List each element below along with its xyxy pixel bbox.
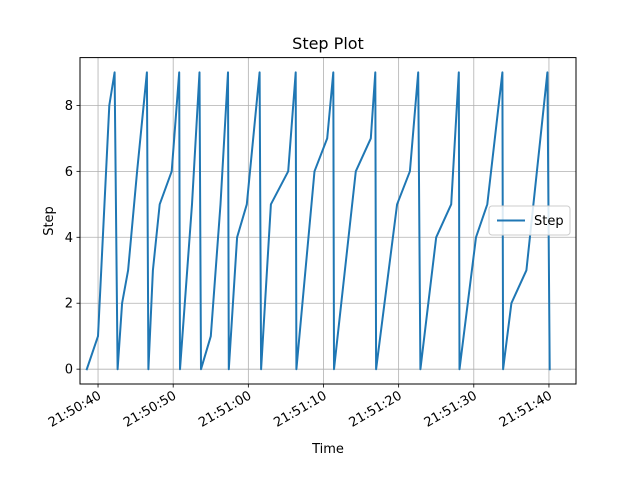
grid-lines [80,57,576,384]
y-axis-ticks: 0 2 4 6 8 [65,99,80,378]
legend: Step [488,205,571,236]
x-tick-label: 21:51:10 [271,388,329,430]
plot-area-frame [79,57,577,385]
y-tick-label: 0 [65,363,73,378]
legend-frame [488,205,571,236]
y-axis-label: Step [42,206,57,236]
x-tick-label: 21:51:20 [347,388,405,430]
x-tick-label: 21:51:00 [196,388,254,430]
x-tick-label: 21:50:40 [46,388,104,430]
x-tick-label: 21:50:50 [121,388,179,430]
y-tick-label: 8 [65,99,73,114]
series-line-step [85,71,551,371]
chart-title: Step Plot [292,34,364,53]
x-tick-label: 21:51:40 [497,388,555,430]
y-tick-label: 6 [65,165,73,180]
y-tick-label: 4 [65,231,73,246]
x-axis-label: Time [311,442,344,457]
y-tick-label: 2 [65,297,73,312]
x-tick-label: 21:51:30 [422,388,480,430]
series-layer [85,71,551,371]
x-axis-ticks: 21:50:40 21:50:50 21:51:00 21:51:10 21:51:20… [46,384,555,431]
legend-label-step: Step [534,214,564,229]
